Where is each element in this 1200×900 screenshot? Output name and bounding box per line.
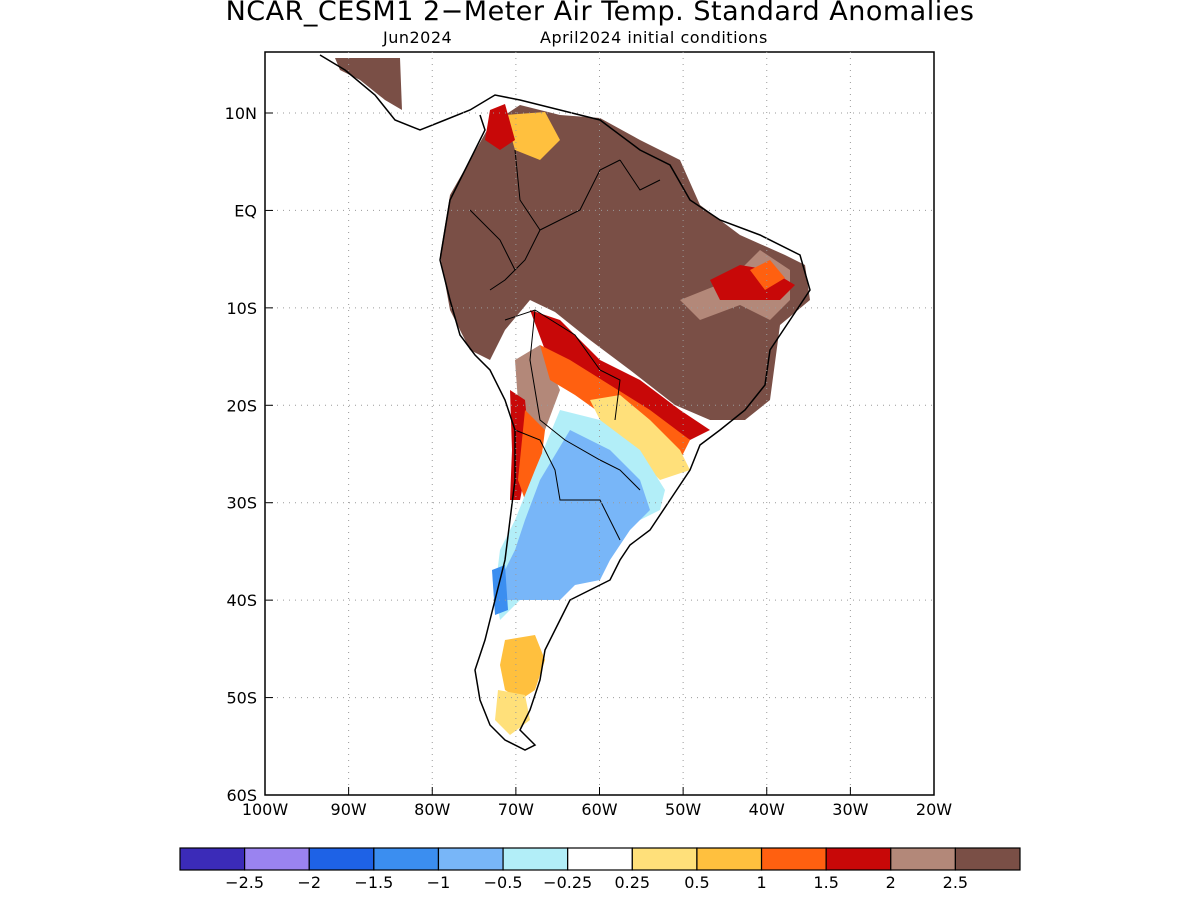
colorbar-label: −1.5 bbox=[354, 873, 393, 892]
anomaly-region-cold-coast bbox=[492, 565, 508, 615]
latitude-label: 10S bbox=[226, 299, 257, 318]
colorbar-swatch bbox=[954, 847, 1021, 871]
longitude-label: 60W bbox=[581, 800, 617, 819]
latitude-label: 40S bbox=[226, 591, 257, 610]
colorbar-label: 1.5 bbox=[813, 873, 838, 892]
colorbar-label: −1 bbox=[427, 873, 451, 892]
colorbar-label: 2.5 bbox=[943, 873, 968, 892]
anomaly-region-venezuela bbox=[505, 112, 560, 160]
initial-conditions: April2024 initial conditions bbox=[540, 28, 768, 47]
colorbar-labels: −2.5 −2 −1.5 −1 −0.5 −0.25 0.25 0.5 1 1.5 2 2.5 bbox=[225, 873, 968, 892]
colorbar-label: 0.25 bbox=[614, 873, 650, 892]
colorbar-swatch bbox=[567, 847, 633, 871]
anomaly-region-venezuela-red bbox=[485, 104, 515, 150]
latitude-label: 20S bbox=[226, 396, 257, 415]
colorbar-swatch bbox=[696, 847, 763, 871]
latitude-label: 50S bbox=[226, 689, 257, 708]
colorbar-swatch bbox=[244, 847, 310, 871]
colorbar-label: 1 bbox=[756, 873, 766, 892]
colorbar-label: −2.5 bbox=[225, 873, 264, 892]
anomaly-region-andes-orange bbox=[518, 410, 545, 500]
longitude-label: 100W bbox=[242, 800, 289, 819]
graticule bbox=[264, 52, 935, 796]
anomaly-region-very-warm bbox=[440, 105, 810, 420]
anomaly-region-cold bbox=[500, 430, 650, 600]
colorbar-swatch bbox=[437, 847, 504, 871]
longitude-label: 20W bbox=[916, 800, 952, 819]
anomaly-region-nordeste-orange bbox=[750, 260, 785, 290]
longitude-label: 30W bbox=[832, 800, 868, 819]
anomaly-region-patagonia-mild bbox=[495, 690, 530, 735]
longitude-label: 40W bbox=[749, 800, 785, 819]
colorbar-swatch bbox=[179, 847, 246, 871]
coastline bbox=[319, 54, 811, 751]
country-borders bbox=[469, 149, 661, 541]
anomaly-fields bbox=[335, 58, 810, 735]
map-title: NCAR_CESM1 2−Meter Air Temp. Standard An… bbox=[225, 0, 975, 27]
colorbar-swatch bbox=[631, 847, 698, 871]
colorbar-label: 2 bbox=[886, 873, 896, 892]
colorbar-swatch bbox=[760, 847, 827, 871]
anomaly-region-hot-band bbox=[530, 310, 710, 440]
latitude-label: 60S bbox=[226, 786, 257, 805]
latitude-label: 30S bbox=[226, 494, 257, 513]
forecast-month: Jun2024 bbox=[383, 28, 453, 47]
latitude-label: EQ bbox=[234, 201, 257, 220]
longitude-label: 70W bbox=[498, 800, 534, 819]
colorbar-label: −0.5 bbox=[484, 873, 523, 892]
colorbar-label: −2 bbox=[297, 873, 321, 892]
anomaly-region-central-america bbox=[335, 58, 402, 110]
colorbar-swatch bbox=[502, 847, 569, 871]
colorbar-label: 0.5 bbox=[684, 873, 709, 892]
longitude-label: 90W bbox=[331, 800, 367, 819]
longitude-label: 50W bbox=[665, 800, 701, 819]
longitude-label: 80W bbox=[414, 800, 450, 819]
colorbar-swatch bbox=[890, 847, 956, 871]
colorbar-swatch bbox=[825, 847, 892, 871]
anomaly-region-patagonia bbox=[500, 635, 545, 700]
latitude-label: 10N bbox=[225, 104, 257, 123]
colorbar-boxes bbox=[179, 847, 1021, 871]
longitude-labels: 100W 90W 80W 70W 60W 50W 40W 30W 20W bbox=[242, 800, 952, 819]
colorbar-swatch bbox=[308, 847, 375, 871]
colorbar-swatch bbox=[373, 847, 440, 871]
latitude-labels: 10N EQ 10S 20S 30S 40S 50S 60S bbox=[225, 104, 257, 805]
colorbar-label: −0.25 bbox=[543, 873, 592, 892]
